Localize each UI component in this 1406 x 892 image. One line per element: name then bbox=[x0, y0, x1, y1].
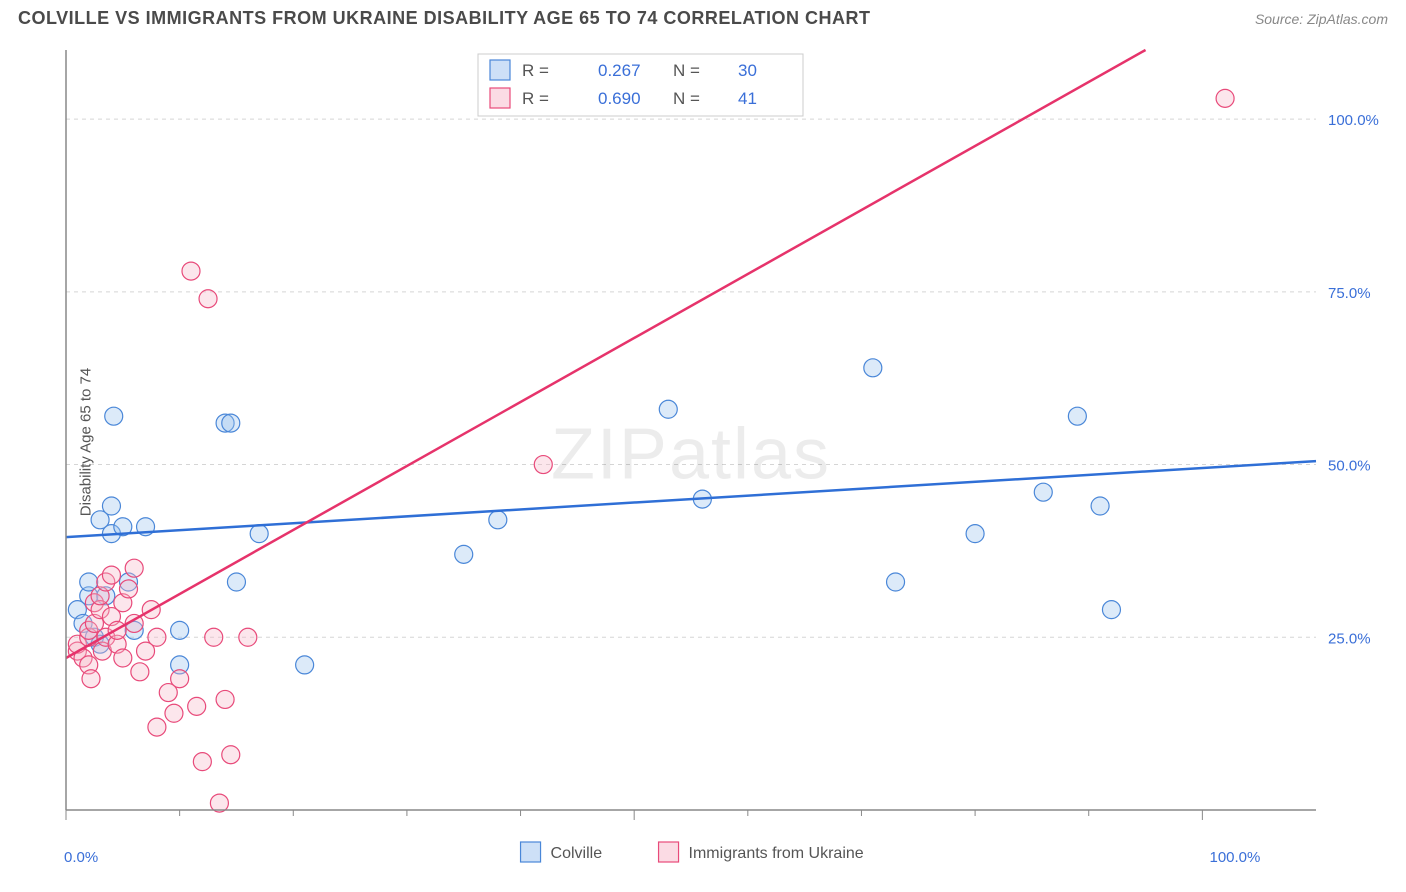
legend-n-label: N = bbox=[673, 89, 700, 108]
data-point-ukraine bbox=[125, 559, 143, 577]
legend-n-label: N = bbox=[673, 61, 700, 80]
legend-swatch-ukraine bbox=[490, 88, 510, 108]
data-point-colville bbox=[250, 525, 268, 543]
data-point-ukraine bbox=[102, 566, 120, 584]
data-point-ukraine bbox=[239, 628, 257, 646]
legend-n-value: 30 bbox=[738, 61, 757, 80]
data-point-ukraine bbox=[114, 649, 132, 667]
data-point-ukraine bbox=[1216, 89, 1234, 107]
data-point-colville bbox=[659, 400, 677, 418]
data-point-colville bbox=[887, 573, 905, 591]
data-point-colville bbox=[102, 497, 120, 515]
x-tick-label: 0.0% bbox=[64, 849, 98, 866]
data-point-colville bbox=[1068, 407, 1086, 425]
data-point-ukraine bbox=[199, 290, 217, 308]
bottom-legend-label-colville: Colville bbox=[551, 845, 603, 862]
data-point-colville bbox=[1102, 601, 1120, 619]
data-point-ukraine bbox=[222, 746, 240, 764]
data-point-ukraine bbox=[171, 670, 189, 688]
data-point-ukraine bbox=[165, 704, 183, 722]
data-point-colville bbox=[227, 573, 245, 591]
legend-n-value: 41 bbox=[738, 89, 757, 108]
legend-r-value: 0.690 bbox=[598, 89, 641, 108]
data-point-ukraine bbox=[148, 628, 166, 646]
data-point-ukraine bbox=[82, 670, 100, 688]
y-tick-label: 50.0% bbox=[1328, 458, 1371, 475]
legend-swatch-colville bbox=[490, 60, 510, 80]
y-axis-label: Disability Age 65 to 74 bbox=[78, 368, 95, 516]
data-point-colville bbox=[222, 414, 240, 432]
data-point-colville bbox=[489, 511, 507, 529]
data-point-colville bbox=[105, 407, 123, 425]
legend-r-value: 0.267 bbox=[598, 61, 641, 80]
data-point-colville bbox=[171, 621, 189, 639]
data-point-colville bbox=[966, 525, 984, 543]
source-attribution: Source: ZipAtlas.com bbox=[1255, 11, 1388, 27]
scatter-chart: 25.0% 50.0% 75.0% 100.0% ZIPatlas 0.0% 100.0% R… bbox=[18, 42, 1388, 882]
trend-line-ukraine bbox=[66, 50, 1146, 658]
data-point-ukraine bbox=[205, 628, 223, 646]
data-point-colville bbox=[1034, 483, 1052, 501]
bottom-legend-label-ukraine: Immigrants from Ukraine bbox=[689, 845, 864, 862]
legend-r-label: R = bbox=[522, 89, 549, 108]
chart-title: COLVILLE VS IMMIGRANTS FROM UKRAINE DISA… bbox=[18, 8, 871, 29]
y-tick-label: 25.0% bbox=[1328, 630, 1371, 647]
x-tick-label: 100.0% bbox=[1209, 849, 1260, 866]
data-point-colville bbox=[1091, 497, 1109, 515]
data-point-ukraine bbox=[188, 697, 206, 715]
data-point-colville bbox=[455, 545, 473, 563]
y-tick-label: 75.0% bbox=[1328, 285, 1371, 302]
data-point-ukraine bbox=[182, 262, 200, 280]
data-point-ukraine bbox=[216, 690, 234, 708]
data-point-ukraine bbox=[131, 663, 149, 681]
legend-r-label: R = bbox=[522, 61, 549, 80]
data-point-ukraine bbox=[193, 753, 211, 771]
watermark: ZIPatlas bbox=[551, 414, 831, 494]
data-point-ukraine bbox=[148, 718, 166, 736]
bottom-legend-swatch-colville bbox=[521, 842, 541, 862]
data-point-colville bbox=[296, 656, 314, 674]
data-point-ukraine bbox=[534, 456, 552, 474]
data-point-ukraine bbox=[120, 580, 138, 598]
chart-container: Disability Age 65 to 74 25.0% 50.0% 75.0% 1… bbox=[18, 42, 1388, 842]
y-tick-label: 100.0% bbox=[1328, 112, 1379, 129]
data-point-colville bbox=[864, 359, 882, 377]
bottom-legend-swatch-ukraine bbox=[659, 842, 679, 862]
